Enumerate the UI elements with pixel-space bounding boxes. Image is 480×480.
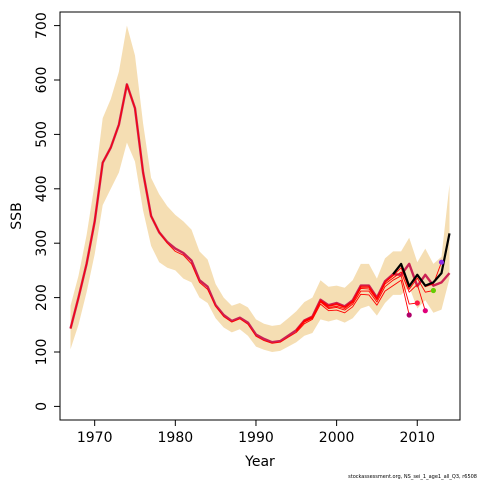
retrospective-endpoints — [406, 259, 445, 318]
estimate-line — [392, 233, 451, 288]
confidence-band-area — [70, 25, 450, 352]
retro-endpoint-2011 — [422, 308, 428, 314]
confidence-band — [70, 25, 450, 352]
y-tick-label-300: 300 — [34, 230, 50, 257]
y-tick-label-200: 200 — [34, 284, 50, 311]
y-tick-label-100: 100 — [34, 339, 50, 366]
y-tick-label-400: 400 — [34, 175, 50, 202]
main-estimate — [392, 233, 451, 288]
retro-endpoint-2012 — [430, 287, 436, 294]
y-tick-label-500: 500 — [34, 121, 50, 148]
x-tick-label-2010: 2010 — [399, 430, 435, 446]
x-tick-label-2000: 2000 — [319, 430, 355, 446]
retrospective-lines — [69, 83, 451, 344]
x-tick-label-1970: 1970 — [77, 430, 113, 446]
x-axis-title: Year — [244, 454, 275, 470]
y-axis-title: SSB — [9, 202, 25, 229]
y-axis: 0 100 200 300 400 500 600 700 — [34, 12, 60, 411]
y-tick-label-700: 700 — [34, 12, 50, 39]
retro-endpoint-2010 — [414, 300, 420, 306]
plot-frame — [59, 11, 461, 421]
footnote: stockassessment.org, NS_sei_1_age1_all_Q… — [348, 474, 477, 480]
x-axis: 1970 1980 1990 2000 2010 — [77, 420, 435, 446]
y-tick-label-0: 0 — [34, 402, 50, 411]
x-tick-label-1980: 1980 — [158, 430, 194, 446]
x-tick-label-1990: 1990 — [238, 430, 274, 446]
retro-endpoint-2013 — [438, 259, 445, 265]
y-tick-label-600: 600 — [34, 67, 50, 94]
retro-line-2 — [70, 83, 410, 344]
retro-endpoint-2009 — [406, 312, 412, 318]
